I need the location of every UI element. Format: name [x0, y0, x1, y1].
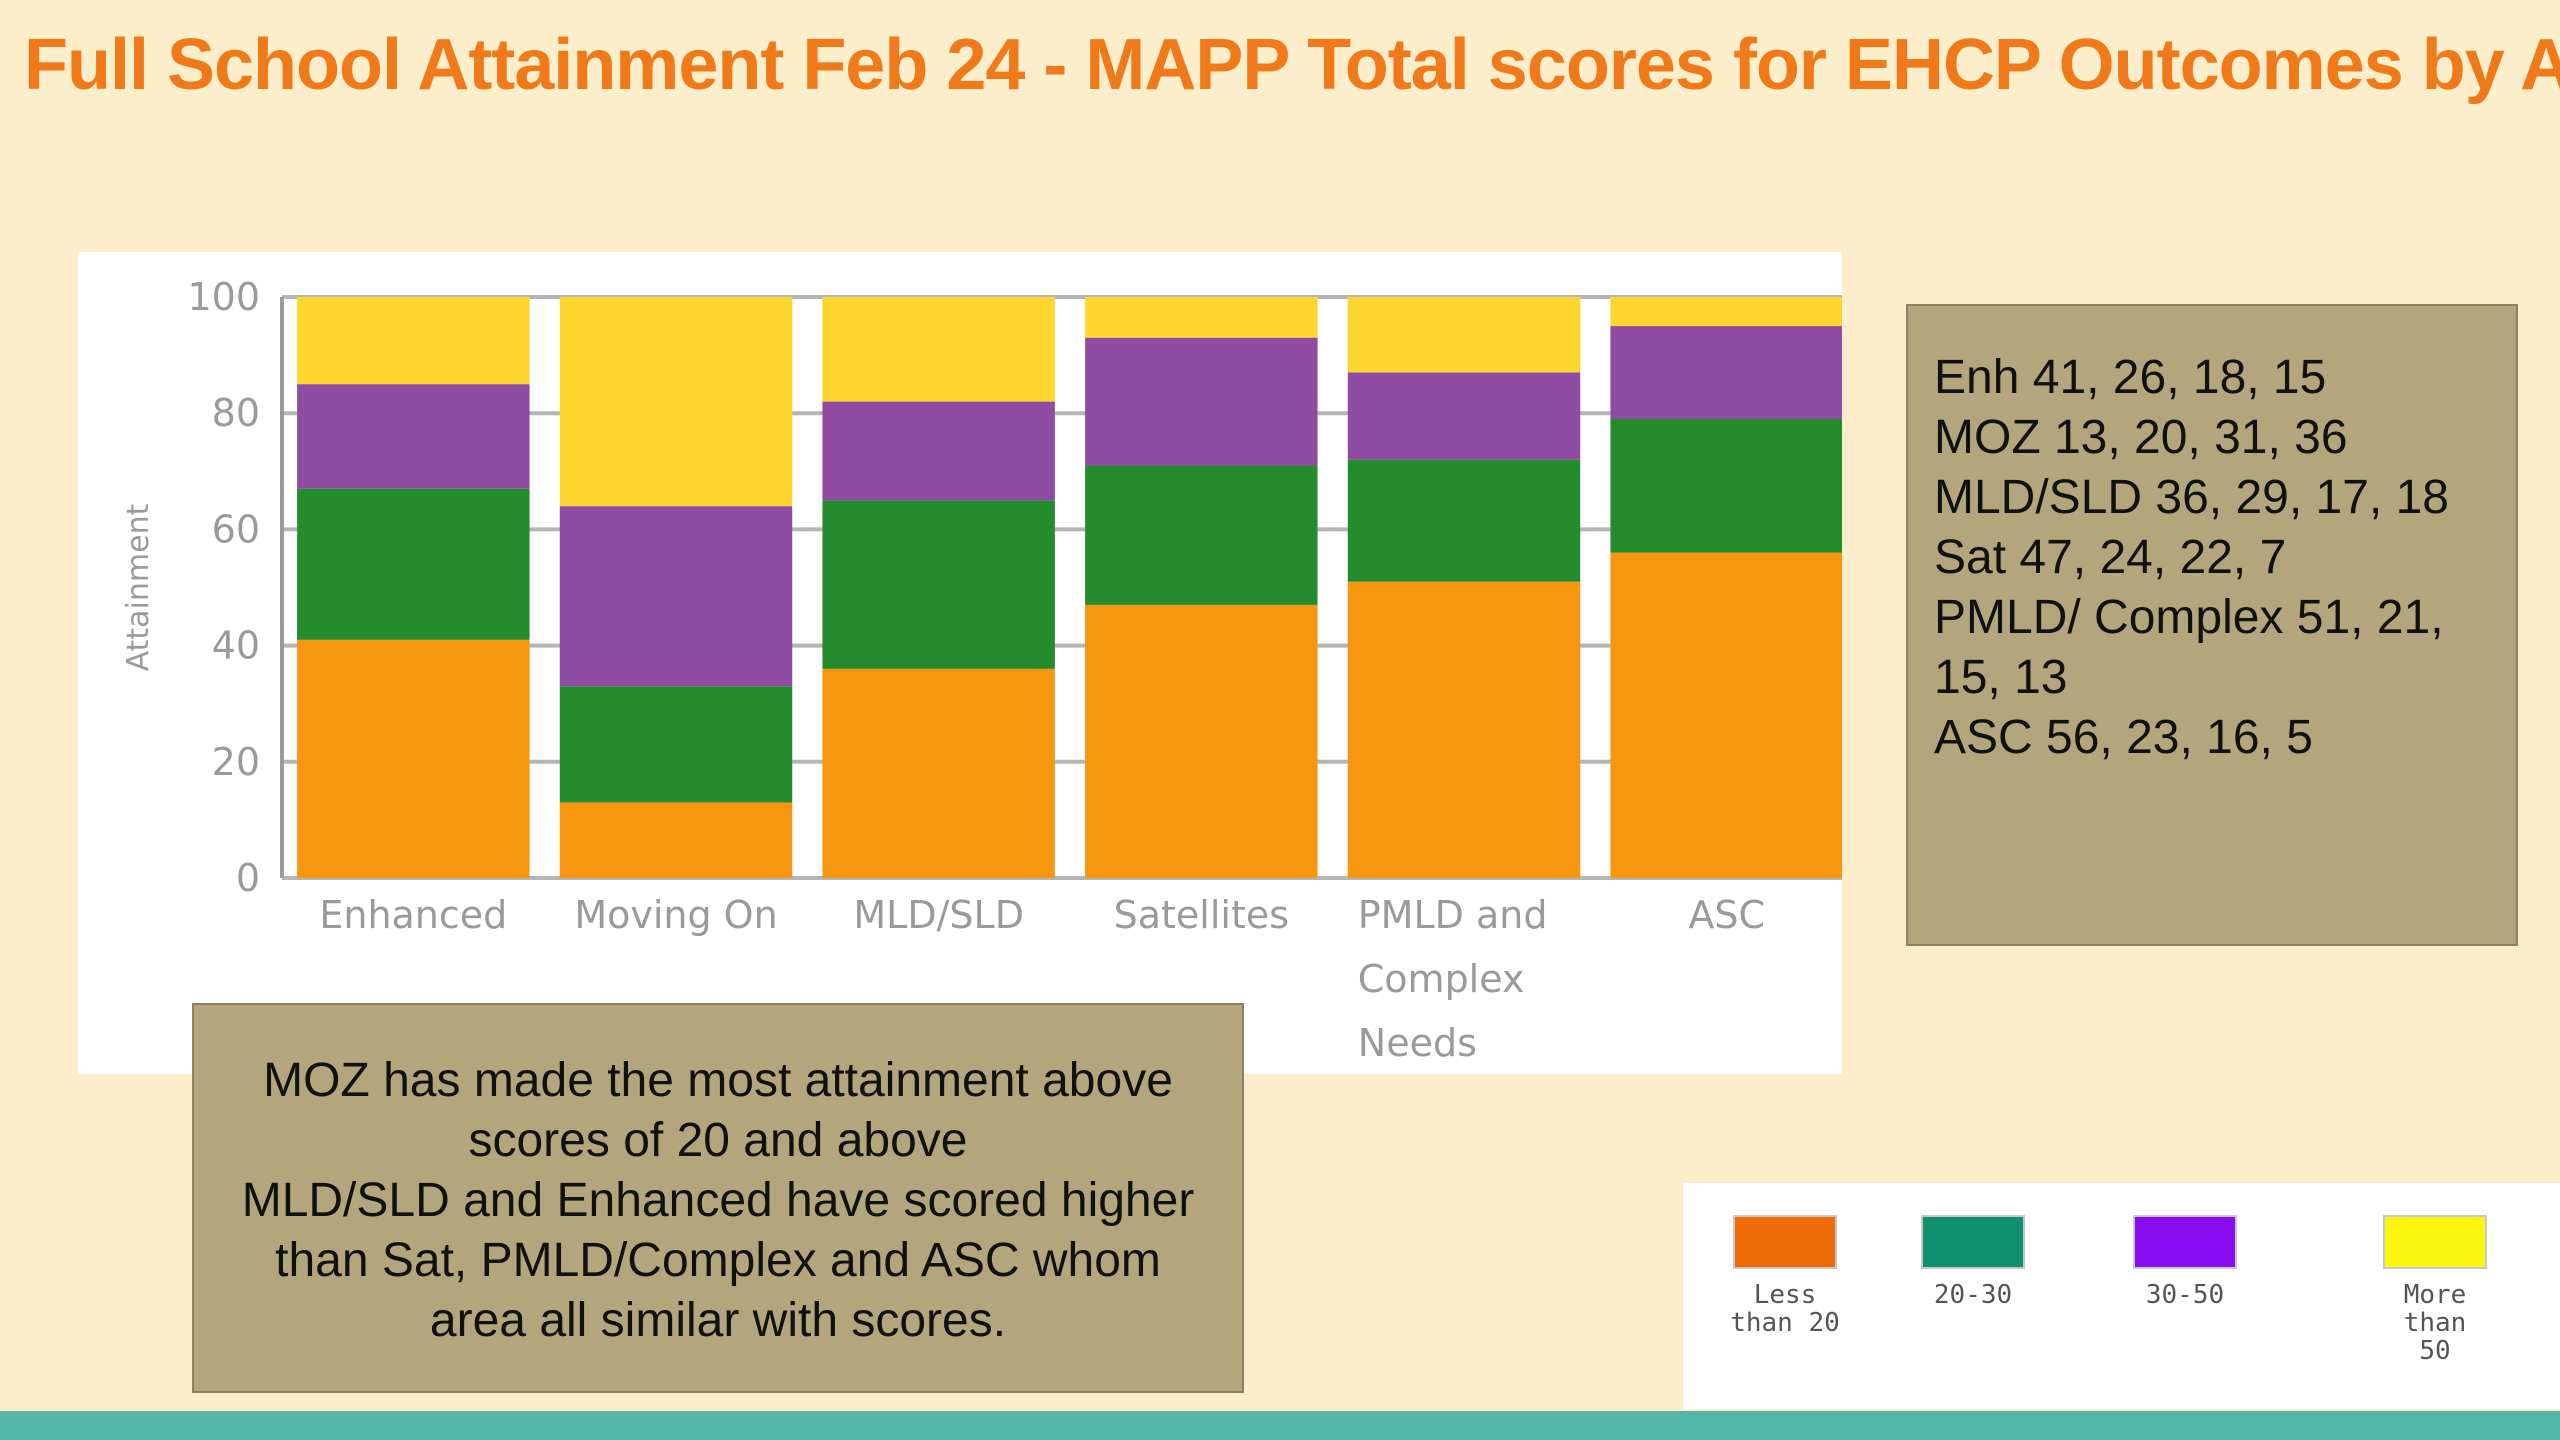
- x-category-label: Enhanced: [319, 893, 507, 937]
- y-tick-label: 0: [236, 856, 260, 900]
- legend-label: 20-30: [1933, 1280, 2013, 1310]
- values-line: PMLD/ Complex 51, 21,: [1934, 591, 2444, 644]
- legend-label: More than 50: [2403, 1280, 2467, 1366]
- bar-segment: [559, 686, 793, 803]
- legend-item: Less than 20: [1705, 1215, 1865, 1337]
- values-line: Enh 41, 26, 18, 15: [1934, 351, 2327, 404]
- bar-segment: [297, 488, 530, 640]
- x-category-label: Needs: [1358, 1021, 1477, 1065]
- legend-swatch: [1733, 1215, 1837, 1269]
- bar-segment: [1610, 326, 1842, 420]
- legend-swatch: [1921, 1215, 2025, 1269]
- stacked-bar-chart: 0 20 40 60 80 100 Attainment Enhanced Moving On M…: [78, 252, 1842, 1074]
- x-category-label: MLD/SLD: [853, 893, 1024, 937]
- legend-swatch: [2383, 1215, 2487, 1269]
- values-line: Sat 47, 24, 22, 7: [1934, 531, 2287, 584]
- bar-segment: [822, 500, 1055, 669]
- bar-segment: [297, 639, 530, 878]
- x-category-label: Moving On: [574, 893, 777, 937]
- bar-segment: [822, 668, 1055, 878]
- summary-line: scores of 20 and above: [468, 1114, 968, 1167]
- bar-segment: [1347, 581, 1581, 878]
- values-line: 15, 13: [1934, 651, 2068, 704]
- bottom-accent-bar: [0, 1411, 2560, 1440]
- summary-line: area all similar with scores.: [429, 1294, 1007, 1347]
- bar-segment: [559, 506, 793, 687]
- x-category-label: PMLD and: [1358, 893, 1548, 937]
- legend-label: Less than 20: [1730, 1280, 1840, 1338]
- values-line: ASC 56, 23, 16, 5: [1934, 711, 2313, 764]
- page-title: Full School Attainment Feb 24 - MAPP Tot…: [24, 25, 2560, 105]
- bar-segment: [1347, 372, 1581, 460]
- bar-segment: [297, 297, 530, 385]
- summary-note: MOZ has made the most attainment above s…: [192, 1003, 1244, 1393]
- bar-segment: [1085, 337, 1318, 466]
- legend-item: 30-50: [2105, 1215, 2265, 1309]
- values-note: Enh 41, 26, 18, 15 MOZ 13, 20, 31, 36 ML…: [1906, 304, 2518, 946]
- y-tick-label: 40: [212, 624, 260, 668]
- bar-segment: [1085, 604, 1318, 878]
- summary-line: MLD/SLD and Enhanced have scored higher: [241, 1174, 1195, 1227]
- legend-item: More than 50: [2355, 1215, 2515, 1365]
- legend-label: 30-50: [2145, 1280, 2225, 1310]
- bar-segment: [1610, 552, 1842, 878]
- values-line: MLD/SLD 36, 29, 17, 18: [1934, 471, 2449, 524]
- summary-line: MOZ has made the most attainment above: [263, 1054, 1173, 1107]
- y-tick-label: 80: [212, 391, 260, 435]
- x-category-label: Complex: [1358, 957, 1525, 1001]
- summary-line: than Sat, PMLD/Complex and ASC whom: [275, 1234, 1161, 1287]
- chart-legend: Less than 20 20-30 30-50 More than 50: [1683, 1183, 2560, 1409]
- bar-segment: [1610, 297, 1842, 327]
- bar-segment: [822, 401, 1055, 501]
- legend-item: 20-30: [1893, 1215, 2053, 1309]
- values-line: MOZ 13, 20, 31, 36: [1934, 411, 2348, 464]
- bar-segment: [1085, 465, 1318, 605]
- bar-segment: [1085, 297, 1318, 338]
- legend-swatch: [2133, 1215, 2237, 1269]
- y-tick-label: 100: [187, 275, 260, 319]
- y-tick-label: 20: [212, 740, 260, 784]
- bar-segment: [1610, 419, 1842, 553]
- bar-segment: [822, 297, 1055, 402]
- bar-segment: [559, 802, 793, 878]
- chart-svg: 0 20 40 60 80 100 Attainment Enhanced Moving On M…: [121, 275, 1842, 1065]
- bar-segment: [1347, 459, 1581, 582]
- y-axis-label: Attainment: [121, 503, 156, 671]
- bar-segment: [559, 297, 793, 507]
- x-category-label: Satellites: [1114, 893, 1289, 937]
- y-tick-label: 60: [212, 507, 260, 551]
- x-category-label: ASC: [1688, 893, 1765, 937]
- bar-segment: [1347, 297, 1581, 373]
- bar-segment: [297, 384, 530, 489]
